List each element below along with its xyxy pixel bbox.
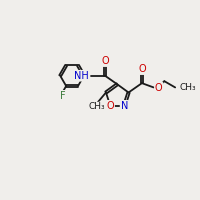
Text: O: O xyxy=(138,64,146,74)
Text: N: N xyxy=(121,101,128,111)
Text: CH₃: CH₃ xyxy=(180,83,197,92)
Text: CH₃: CH₃ xyxy=(88,102,105,111)
Text: NH: NH xyxy=(74,71,89,81)
Text: F: F xyxy=(60,91,65,101)
Text: O: O xyxy=(101,56,109,66)
Text: O: O xyxy=(155,83,163,93)
Text: O: O xyxy=(106,101,114,111)
